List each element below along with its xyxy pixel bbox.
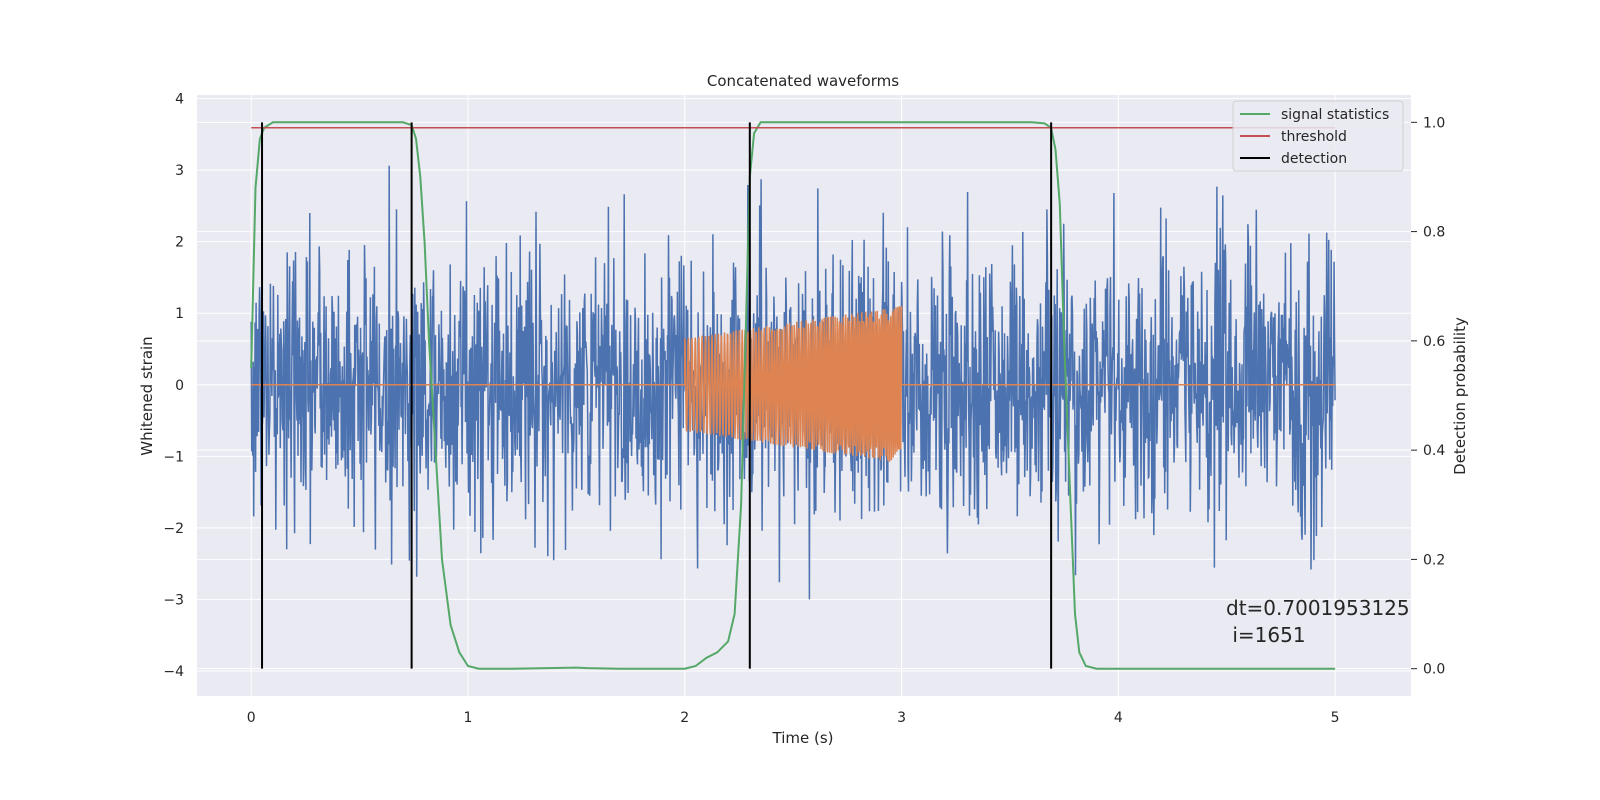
legend-box — [1232, 100, 1404, 172]
x-tick-label-3: 3 — [897, 710, 906, 726]
y2-axis-label: Detection probability — [1451, 317, 1469, 475]
annotation-dt: dt=0.7001953125 — [1226, 596, 1410, 620]
y2-tick-label-1: 0.2 — [1423, 552, 1445, 568]
legend-label-detection: detection — [1281, 151, 1347, 167]
y2-tick-label-0: 0.0 — [1423, 662, 1445, 678]
x-axis-label: Time (s) — [772, 729, 834, 747]
legend-label-signal-statistics: signal statistics — [1281, 107, 1389, 123]
y-axis-label: Whitened strain — [138, 336, 156, 455]
y-tick-label-0: −4 — [163, 664, 184, 680]
x-tick-label-1: 1 — [464, 710, 473, 726]
signal-statistics-line — [250, 121, 1336, 670]
y-tick-label-8: 4 — [175, 92, 184, 108]
y2-tick-label-2: 0.4 — [1423, 443, 1445, 459]
signal-statistics-series — [250, 121, 1336, 670]
y-tick-label-4: 0 — [175, 378, 184, 394]
y-tick-label-6: 2 — [175, 235, 184, 251]
legend: signal statistics threshold detection — [1232, 100, 1404, 172]
y2-tick-label-4: 0.8 — [1423, 225, 1445, 241]
annotation-index: i=1651 — [1226, 623, 1306, 647]
x-tick-label-0: 0 — [247, 710, 256, 726]
injected-signal-line — [251, 306, 1336, 462]
chart-title: Concatenated waveforms — [707, 72, 899, 90]
x-tick-label-4: 4 — [1114, 710, 1123, 726]
y-tick-label-7: 3 — [175, 163, 184, 179]
y-tick-label-5: 1 — [175, 306, 184, 322]
legend-label-threshold: threshold — [1281, 129, 1347, 145]
y-tick-label-2: −2 — [163, 521, 184, 537]
x-tick-label-5: 5 — [1331, 710, 1340, 726]
y2-tick-label-3: 0.6 — [1423, 334, 1445, 350]
y-tick-label-1: −3 — [163, 592, 184, 608]
x-tick-label-2: 2 — [680, 710, 689, 726]
axis-ticks: 0 1 2 3 4 5 −4 −3 −2 −1 0 1 2 3 4 0.0 0.2 0.4 0.6 0.8 1.0 — [163, 92, 1445, 726]
injected-signal-waveform — [251, 306, 1336, 462]
y-tick-label-3: −1 — [163, 449, 184, 465]
detection-series — [261, 122, 1053, 669]
y2-tick-label-5: 1.0 — [1423, 115, 1445, 131]
